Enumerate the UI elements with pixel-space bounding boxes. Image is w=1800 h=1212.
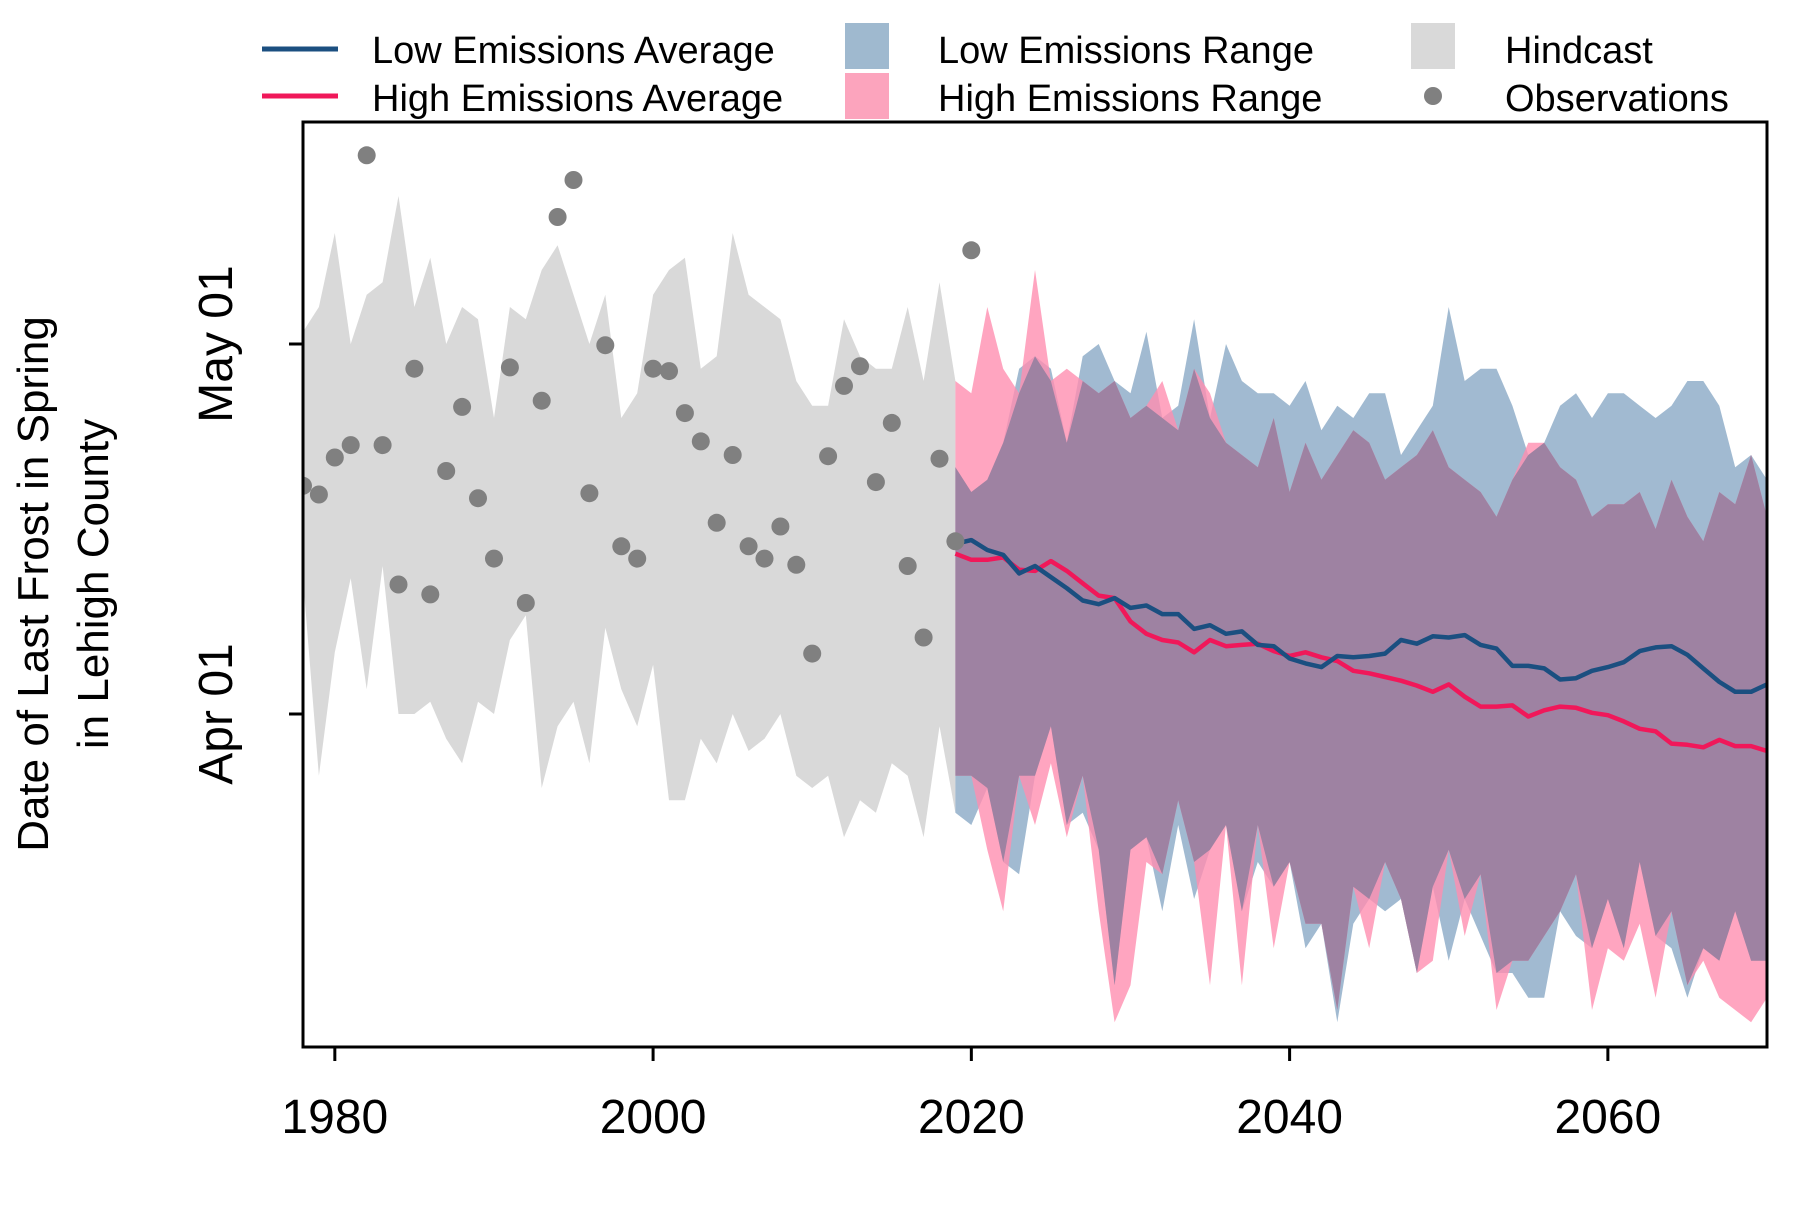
observation-point — [309, 485, 328, 504]
observation-point — [564, 171, 583, 189]
observation-point — [325, 448, 344, 467]
observation-point — [882, 413, 901, 432]
legend-swatch-observations — [1424, 87, 1442, 105]
x-tick-label: 1980 — [281, 1091, 388, 1144]
observation-point — [469, 489, 487, 508]
observation-point — [389, 575, 408, 594]
observation-point — [707, 513, 726, 532]
observation-point — [453, 397, 472, 416]
observation-point — [660, 362, 678, 381]
x-tick-label: 2000 — [600, 1091, 707, 1144]
observation-point — [866, 473, 885, 492]
observation-point — [946, 532, 965, 551]
observation-point — [485, 549, 503, 568]
observation-point — [898, 557, 917, 575]
observation-point — [914, 628, 933, 647]
observation-point — [357, 146, 376, 165]
observation-point — [341, 436, 360, 455]
observation-point — [771, 517, 790, 536]
observation-point — [803, 644, 822, 663]
observation-point — [580, 484, 599, 503]
legend-label-hindcast: Hindcast — [1505, 30, 1653, 72]
observation-point — [373, 436, 392, 455]
y-axis-title-line-2: in Lehigh County — [69, 419, 118, 749]
legend-label-high-emissions-range: High Emissions Range — [938, 78, 1322, 120]
observation-point — [835, 376, 853, 395]
observation-point — [500, 358, 519, 377]
observation-point — [532, 391, 551, 410]
observation-point — [691, 432, 710, 451]
legend-swatch-high-emissions-range — [845, 73, 889, 119]
x-axis: 1980 2000 2020 2040 2060 — [281, 1047, 1661, 1144]
observation-point — [644, 359, 663, 378]
legend-swatch-low-emissions-range — [845, 23, 889, 69]
observation-point — [930, 449, 949, 468]
legend-swatch-hindcast — [1411, 23, 1455, 69]
x-tick-label: 2040 — [1236, 1091, 1343, 1144]
observation-point — [612, 537, 631, 556]
observation-point — [596, 336, 615, 355]
observation-point — [819, 447, 838, 466]
plot-area — [303, 146, 1767, 1023]
observation-point — [516, 594, 535, 612]
high-emissions-average-line — [954, 551, 1767, 754]
y-tick-label: May 01 — [190, 265, 243, 422]
observation-point — [787, 555, 806, 574]
y-tick-label: Apr 01 — [190, 643, 243, 784]
observation-point — [755, 549, 774, 568]
legend-label-low-emissions-average: Low Emissions Average — [372, 30, 775, 72]
y-axis-title-line-1: Date of Last Frost in Spring — [9, 316, 58, 852]
hindcast-band — [303, 196, 956, 838]
x-tick-label: 2060 — [1554, 1091, 1661, 1144]
observation-point — [962, 241, 981, 260]
observation-point — [303, 476, 312, 495]
observation-point — [421, 585, 440, 604]
legend-label-observations: Observations — [1505, 78, 1729, 120]
low-emissions-average-line — [954, 537, 1767, 695]
observation-point — [628, 549, 647, 568]
observation-point — [675, 404, 694, 423]
legend-label-high-emissions-average: High Emissions Average — [372, 78, 783, 120]
legend-label-low-emissions-range: Low Emissions Range — [938, 30, 1314, 72]
plot-frame — [301, 120, 1769, 1049]
observation-point — [739, 537, 758, 556]
emissions-range-overlap — [955, 356, 1767, 1010]
y-axis: Apr 01 May 01 — [190, 265, 303, 785]
observation-point — [548, 208, 567, 226]
legend: Low Emissions Average High Emissions Ave… — [262, 23, 1729, 120]
observation-point — [437, 462, 456, 480]
observation-point — [851, 357, 869, 376]
observation-point — [723, 446, 742, 464]
observation-point — [405, 359, 424, 378]
x-tick-label: 2020 — [918, 1091, 1025, 1144]
